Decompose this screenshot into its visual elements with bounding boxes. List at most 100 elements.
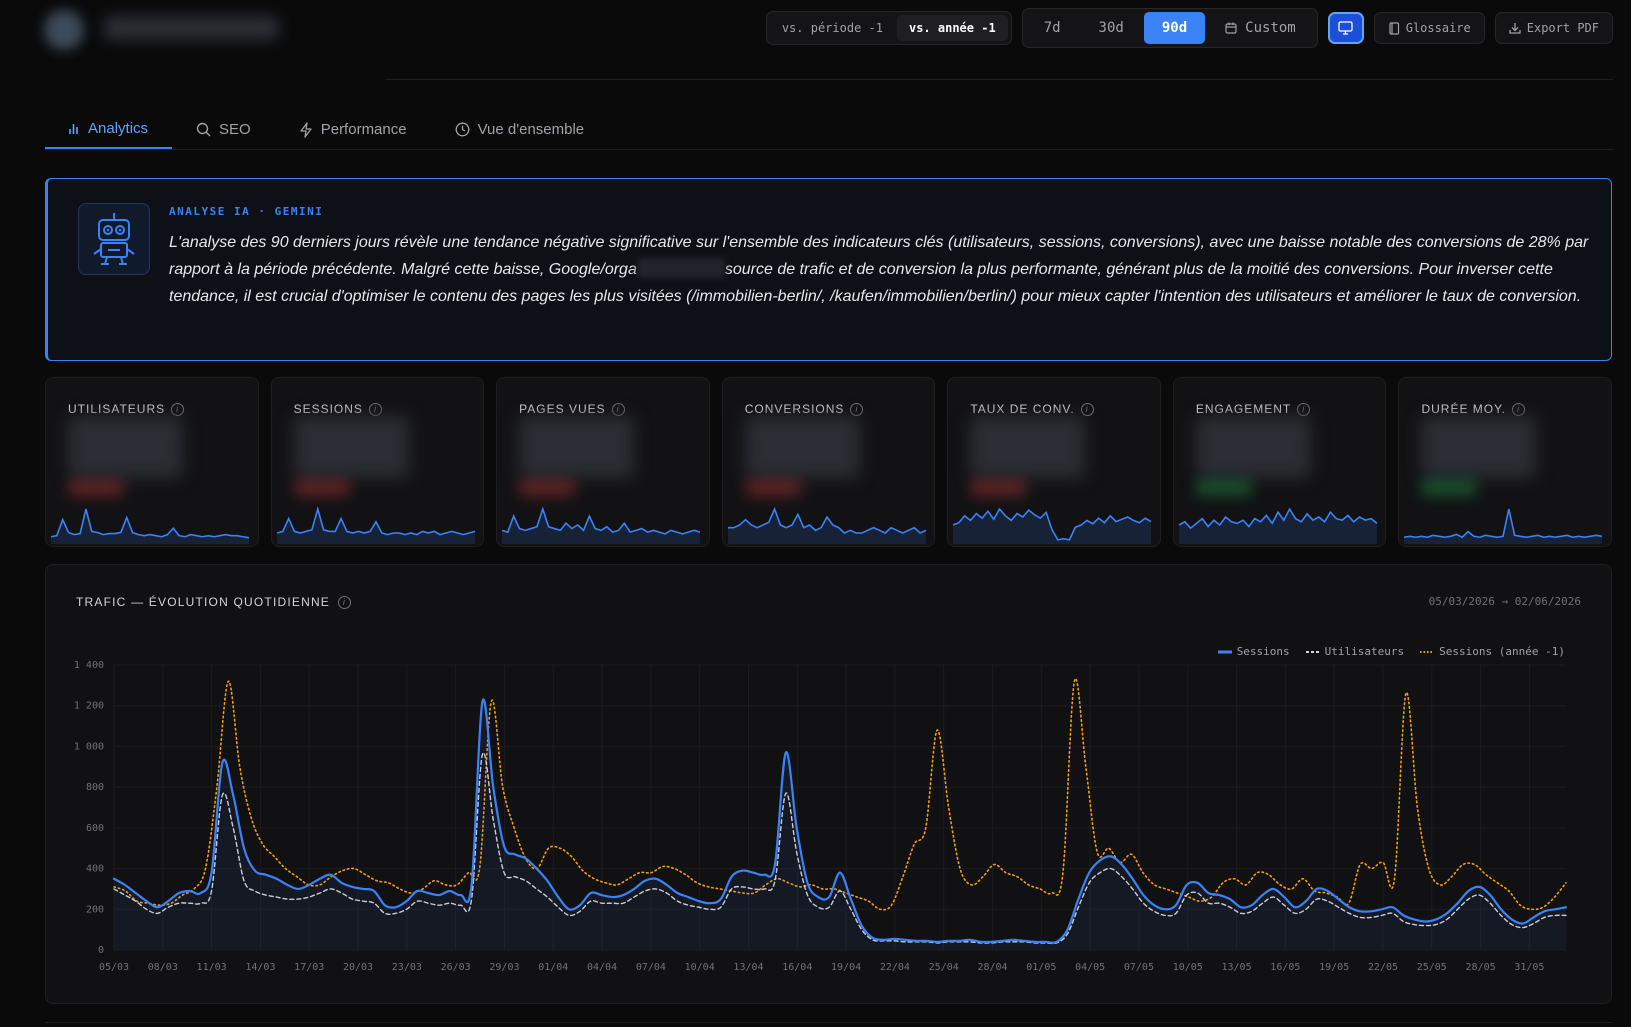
info-icon[interactable]: i <box>1297 402 1311 416</box>
x-tick-label: 28/04 <box>977 962 1007 973</box>
x-tick-label: 22/04 <box>880 962 910 973</box>
sparkline-area <box>1404 509 1603 544</box>
ai-summary: L'analyse des 90 derniers jours révèle u… <box>169 229 1589 310</box>
logo-text-redacted <box>104 16 279 40</box>
bar-chart-icon <box>69 124 78 134</box>
kpi-card-conversions[interactable]: CONVERSIONS i <box>721 377 936 547</box>
kpi-title-text: SESSIONS <box>293 402 363 416</box>
legend-label: Utilisateurs <box>1324 645 1405 658</box>
ai-label: ANALYSE IA · GEMINI <box>169 205 324 218</box>
x-tick-label: 31/05 <box>1514 962 1544 973</box>
kpi-sparkline <box>1404 508 1603 544</box>
ai-analysis-panel: ANALYSE IA · GEMINI L'analyse des 90 der… <box>45 178 1612 361</box>
legend-swatch-dotted <box>1420 650 1435 653</box>
y-tick-label: 0 <box>98 945 104 956</box>
legend-swatch-dashed <box>1305 650 1320 653</box>
calendar-icon <box>1225 22 1237 34</box>
range-30d-button[interactable]: 30d <box>1098 20 1124 36</box>
x-tick-label: 07/04 <box>636 962 666 973</box>
legend-label: Sessions <box>1236 645 1290 658</box>
chart-title: TRAFIC — ÉVOLUTION QUOTIDIENNE i <box>76 595 352 609</box>
kpi-value-redacted <box>1195 416 1311 478</box>
sparkline-area <box>727 509 926 544</box>
info-icon[interactable]: i <box>171 402 185 416</box>
export-pdf-button[interactable]: Export PDF <box>1494 12 1613 44</box>
kpi-card-taux-de-conv[interactable]: TAUX DE CONV. i <box>947 377 1161 547</box>
kpi-sparkline <box>276 506 475 544</box>
x-tick-label: 17/03 <box>294 962 324 973</box>
info-icon[interactable]: i <box>850 402 864 416</box>
y-tick-label: 1 200 <box>74 701 104 712</box>
x-tick-label: 01/05 <box>1026 962 1056 973</box>
kpi-title-text: DURÉE MOY. <box>1421 402 1506 416</box>
info-icon[interactable]: i <box>1080 402 1094 416</box>
x-tick-label: 19/04 <box>831 962 861 973</box>
kpi-sparkline <box>501 506 701 544</box>
legend-swatch-solid <box>1217 650 1232 653</box>
x-tick-label: 01/04 <box>538 962 568 973</box>
glossary-button[interactable]: Glossaire <box>1373 12 1485 44</box>
x-tick-label: 11/03 <box>197 962 227 973</box>
kpi-sparkline <box>50 508 250 544</box>
kpi-sparkline <box>1178 507 1378 544</box>
kpi-delta-redacted <box>1195 480 1252 496</box>
x-tick-label: 26/03 <box>441 962 471 973</box>
brand-logo[interactable] <box>44 6 289 50</box>
kpi-delta-redacted <box>293 480 350 496</box>
tab-analytics-label: Analytics <box>88 120 149 137</box>
kpi-title: ENGAGEMENT i <box>1195 402 1311 416</box>
legend-item-prev-year[interactable]: Sessions (année -1) <box>1420 645 1565 658</box>
custom-label: Custom <box>1245 20 1296 36</box>
header-divider <box>385 79 1613 80</box>
kpi-title-text: UTILISATEURS <box>68 402 166 416</box>
kpi-card-engagement[interactable]: ENGAGEMENT i <box>1172 377 1387 547</box>
range-7d-button[interactable]: 7d <box>1043 20 1061 36</box>
robot-icon <box>78 203 150 275</box>
tab-seo[interactable]: SEO <box>172 110 275 149</box>
kpi-row: UTILISATEURS i SESSIONS i PAGES VUES i CONVERS… <box>45 377 1613 547</box>
kpi-title: DURÉE MOY. i <box>1421 402 1525 416</box>
kpi-title-text: TAUX DE CONV. <box>970 402 1075 416</box>
tab-analytics[interactable]: Analytics <box>45 110 173 149</box>
compare-prev-year-button[interactable]: vs. année -1 <box>896 15 1008 41</box>
kpi-value-redacted <box>519 416 635 478</box>
x-tick-label: 22/05 <box>1368 962 1398 973</box>
tab-overview[interactable]: Vue d'ensemble <box>431 110 609 149</box>
download-icon <box>1509 23 1521 34</box>
presentation-mode-button[interactable] <box>1327 12 1364 44</box>
legend-item-users[interactable]: Utilisateurs <box>1305 645 1405 658</box>
sparkline-line <box>727 506 927 534</box>
sparkline-line <box>501 506 701 535</box>
kpi-card-durée-moy[interactable]: DURÉE MOY. i <box>1398 377 1613 547</box>
info-icon[interactable]: i <box>611 402 625 416</box>
chart-title-text: TRAFIC — ÉVOLUTION QUOTIDIENNE <box>76 595 331 609</box>
legend-label: Sessions (année -1) <box>1439 645 1565 658</box>
info-icon[interactable]: i <box>338 595 352 609</box>
sparkline-area <box>51 509 249 544</box>
info-icon[interactable]: i <box>1511 402 1525 416</box>
kpi-delta-redacted <box>970 480 1027 496</box>
sparkline-area <box>276 509 475 544</box>
kpi-value-redacted <box>970 416 1086 478</box>
tab-overview-label: Vue d'ensemble <box>477 121 585 138</box>
series-line-utilisateurs <box>113 751 1567 945</box>
range-90d-button[interactable]: 90d <box>1143 12 1206 44</box>
x-tick-label: 16/04 <box>782 962 812 973</box>
kpi-card-utilisateurs[interactable]: UTILISATEURS i <box>45 377 259 547</box>
kpi-card-sessions[interactable]: SESSIONS i <box>270 377 485 547</box>
kpi-value-redacted <box>1421 416 1537 478</box>
kpi-sparkline <box>727 506 927 544</box>
kpi-title: TAUX DE CONV. i <box>970 402 1094 416</box>
x-tick-label: 25/05 <box>1417 962 1447 973</box>
info-icon[interactable]: i <box>368 402 382 416</box>
y-tick-label: 1 400 <box>74 660 104 671</box>
x-tick-label: 19/05 <box>1319 962 1349 973</box>
range-custom-button[interactable]: Custom <box>1207 12 1314 44</box>
kpi-title-text: ENGAGEMENT <box>1195 402 1292 416</box>
legend-item-sessions[interactable]: Sessions <box>1217 645 1290 658</box>
x-tick-label: 29/03 <box>489 962 519 973</box>
kpi-title-text: PAGES VUES <box>519 402 606 416</box>
tab-performance[interactable]: Performance <box>275 110 431 149</box>
compare-prev-period-button[interactable]: vs. période -1 <box>781 21 883 35</box>
kpi-card-pages-vues[interactable]: PAGES VUES i <box>496 377 710 547</box>
